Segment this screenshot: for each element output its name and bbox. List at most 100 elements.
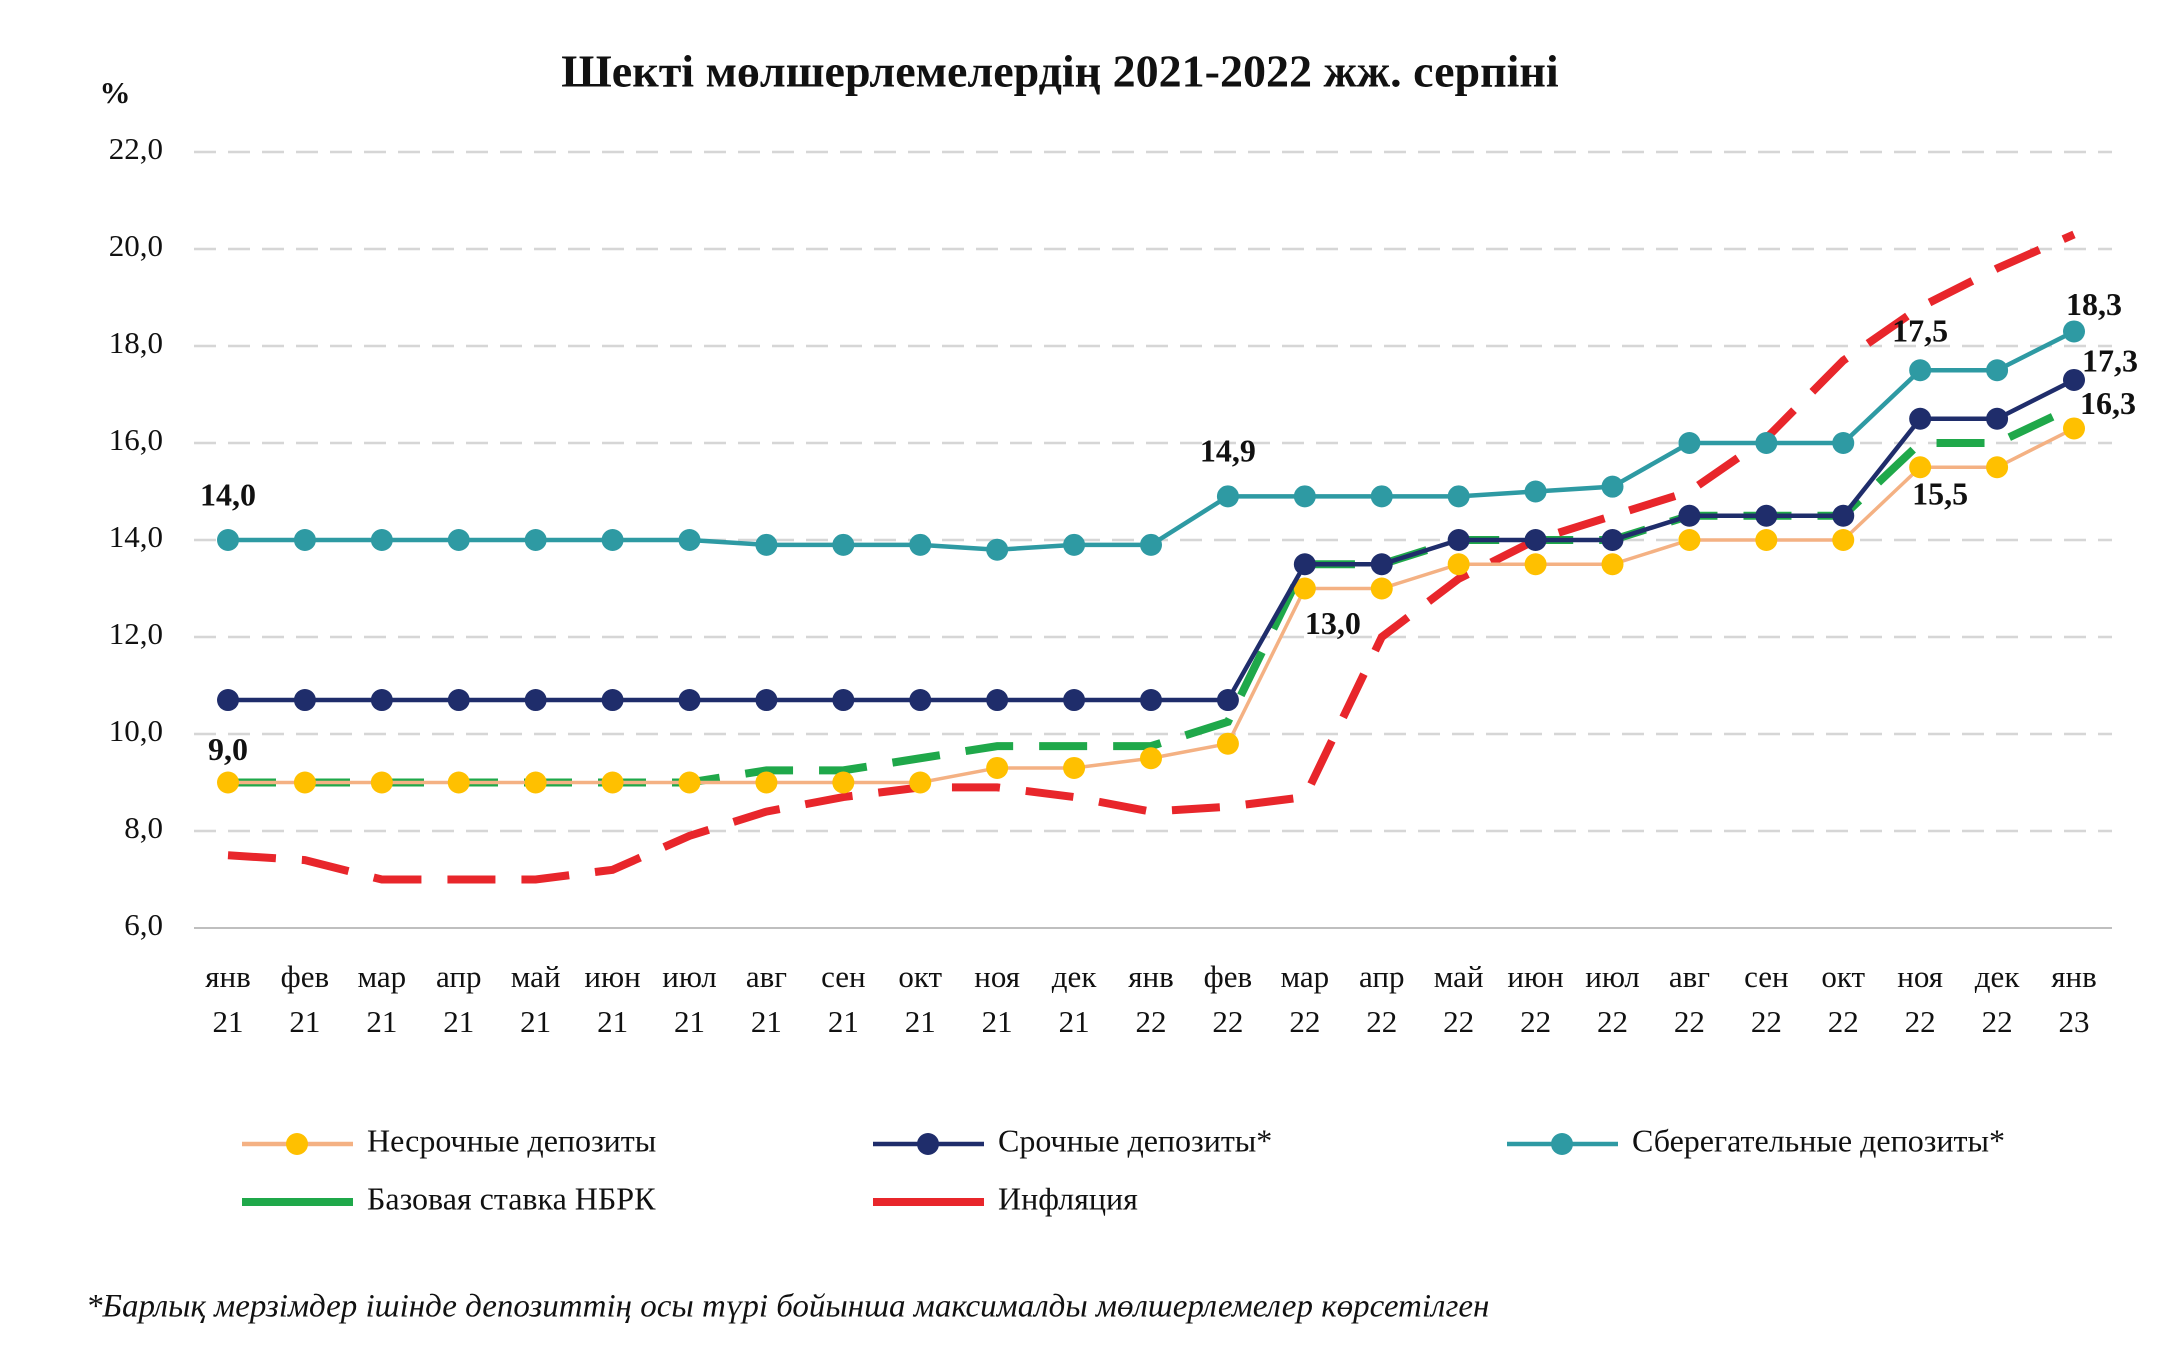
y-tick-label: 6,0: [124, 907, 163, 942]
x-tick-month: дек: [1975, 959, 2021, 994]
point: [293, 771, 316, 794]
x-tick-year: 22: [1597, 1004, 1628, 1039]
point: [1524, 553, 1547, 576]
data-label: 17,5: [1892, 313, 1948, 349]
point: [447, 689, 470, 712]
x-tick-month: июн: [584, 959, 640, 994]
x-tick-month: фев: [1204, 959, 1252, 994]
point: [678, 771, 701, 794]
x-tick-label: май 22: [1434, 959, 1484, 1039]
point: [293, 689, 316, 712]
data-label: 13,0: [1305, 605, 1361, 641]
x-tick-year: 22: [1982, 1004, 2013, 1039]
y-tick-label: 16,0: [109, 422, 163, 457]
point: [1524, 529, 1547, 551]
point: [1140, 747, 1162, 770]
x-tick-year: 22: [1136, 1004, 1167, 1039]
point: [524, 771, 547, 794]
x-tick-year: 22: [1828, 1004, 1859, 1039]
x-tick-label: дек 21: [1052, 959, 1098, 1039]
point: [1755, 504, 1778, 527]
x-tick-label: мар 21: [357, 959, 406, 1039]
point: [1678, 432, 1701, 454]
x-tick-month: июл: [662, 959, 716, 994]
x-tick-label: апр 22: [1359, 959, 1404, 1039]
point: [447, 529, 470, 551]
data-label: 16,3: [2080, 385, 2136, 421]
point: [909, 533, 932, 556]
point: [1140, 533, 1162, 556]
point: [1678, 529, 1701, 551]
y-tick-label: 18,0: [109, 325, 163, 360]
x-tick-month: окт: [898, 959, 942, 994]
x-tick-year: 21: [905, 1004, 936, 1039]
point: [986, 756, 1009, 779]
data-label: 17,3: [2082, 342, 2138, 378]
point: [217, 689, 239, 712]
point: [524, 689, 547, 712]
point: [601, 529, 624, 551]
y-tick-label: 14,0: [109, 519, 163, 554]
x-tick-label: июн 22: [1507, 959, 1563, 1039]
x-tick-month: сен: [821, 959, 866, 994]
point: [1832, 504, 1855, 527]
x-tick-month: ноя: [1897, 959, 1943, 994]
point: [755, 533, 778, 556]
point: [1755, 432, 1778, 454]
x-tick-month: май: [511, 959, 561, 994]
x-tick-label: июн 21: [584, 959, 640, 1039]
point: [1447, 553, 1470, 576]
point: [832, 533, 855, 556]
point: [755, 771, 778, 794]
data-label: 9,0: [208, 731, 248, 767]
chart-title: Шекті мөлшерлемелердің 2021-2022 жж. сер…: [561, 46, 1559, 97]
x-tick-month: апр: [1359, 959, 1404, 994]
y-axis-label: %: [100, 75, 131, 110]
data-label: 14,9: [1200, 433, 1256, 469]
legend-label: Срочные депозиты*: [998, 1122, 1272, 1158]
legend-marker: [917, 1133, 939, 1155]
x-tick-year: 22: [1751, 1004, 1782, 1039]
point: [678, 529, 701, 551]
x-tick-label: мар 22: [1280, 959, 1329, 1039]
x-tick-month: мар: [1280, 959, 1329, 994]
x-tick-month: фев: [281, 959, 329, 994]
x-tick-year: 21: [674, 1004, 705, 1039]
series-line: [228, 403, 2076, 787]
point: [2063, 368, 2085, 391]
x-tick-label: май 21: [511, 959, 561, 1039]
point: [524, 529, 547, 551]
point: [1832, 529, 1855, 551]
legend-label: Инфляция: [998, 1180, 1138, 1216]
x-tick-month: авг: [1669, 959, 1710, 994]
point: [217, 771, 239, 794]
legend-marker: [1551, 1133, 1573, 1155]
point: [1524, 480, 1547, 503]
x-tick-month: янв: [2051, 959, 2097, 994]
x-tick-label: сен 22: [1744, 959, 1789, 1039]
point: [1063, 533, 1086, 556]
x-tick-month: янв: [1128, 959, 1174, 994]
point: [1063, 689, 1086, 712]
point: [1909, 359, 1932, 382]
x-tick-label: янв 23: [2051, 959, 2097, 1039]
point: [1216, 689, 1239, 712]
point: [1986, 407, 2009, 430]
x-tick-label: сен 21: [821, 959, 866, 1039]
point: [1447, 485, 1470, 508]
point: [370, 529, 393, 551]
x-tick-year: 21: [597, 1004, 628, 1039]
point: [1678, 504, 1701, 527]
y-tick-label: 12,0: [109, 616, 163, 651]
x-tick-label: ноя 21: [974, 959, 1020, 1039]
x-tick-label: авг 22: [1669, 959, 1710, 1039]
point: [1601, 553, 1624, 576]
x-tick-label: окт 21: [898, 959, 942, 1039]
point: [986, 538, 1009, 561]
point: [1063, 756, 1086, 779]
x-tick-year: 22: [1520, 1004, 1551, 1039]
point: [1140, 689, 1162, 712]
point: [1986, 456, 2009, 479]
x-tick-label: ноя 22: [1897, 959, 1943, 1039]
